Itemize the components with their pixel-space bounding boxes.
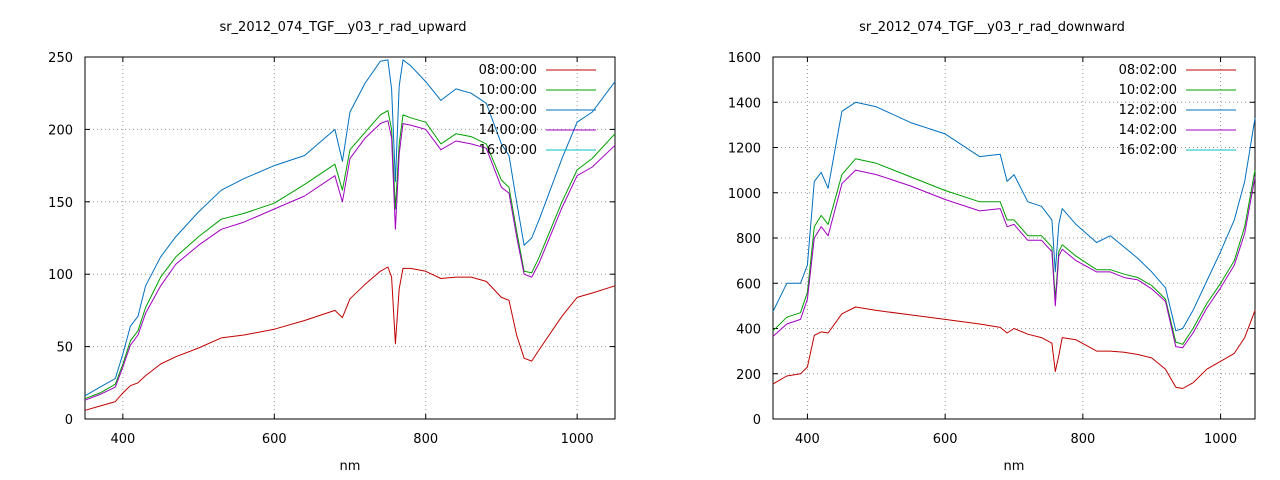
x-tick-label: 600: [933, 432, 958, 447]
legend-label: 14:00:00: [479, 123, 537, 138]
y-tick-label: 400: [736, 323, 761, 338]
legend-label: 10:02:00: [1119, 83, 1177, 98]
y-tick-label: 250: [48, 51, 73, 66]
y-tick-label: 600: [736, 277, 761, 292]
y-tick-label: 800: [736, 232, 761, 247]
x-axis-label: nm: [1004, 459, 1025, 474]
legend-label: 12:00:00: [479, 103, 537, 118]
y-tick-label: 200: [48, 123, 73, 138]
y-tick-label: 50: [56, 341, 73, 356]
y-tick-label: 1200: [728, 142, 761, 157]
legend-label: 10:00:00: [479, 83, 537, 98]
x-tick-label: 400: [110, 432, 135, 447]
chart-title: sr_2012_074_TGF__y03_r_rad_upward: [219, 20, 466, 35]
y-tick-label: 0: [65, 413, 73, 428]
chart-1: sr_2012_074_TGF__y03_r_rad_upward 400 600 8…: [48, 20, 616, 474]
series-line-3: [84, 59, 616, 397]
series-line-1: [772, 306, 1256, 389]
series-line-3: [772, 101, 1256, 332]
series-line-4: [84, 120, 616, 401]
legend-label: 14:02:00: [1119, 123, 1177, 138]
x-tick-label: 1000: [1204, 432, 1237, 447]
y-tick-label: 1600: [728, 51, 761, 66]
x-tick-label: 400: [795, 432, 820, 447]
y-tick-label: 1400: [728, 96, 761, 111]
x-tick-label: 800: [413, 432, 438, 447]
y-tick-label: 1000: [728, 187, 761, 202]
x-tick-label: 600: [262, 432, 287, 447]
chart-title: sr_2012_074_TGF__y03_r_rad_downward: [859, 20, 1125, 35]
y-tick-label: 100: [48, 268, 73, 283]
legend-label: 08:00:00: [479, 63, 537, 78]
plot-frame: [84, 56, 616, 420]
series-line-2: [772, 158, 1256, 345]
series-line-2: [84, 110, 616, 400]
series-line-4: [772, 169, 1256, 349]
x-tick-label: 800: [1070, 432, 1095, 447]
legend-label: 12:02:00: [1119, 103, 1177, 118]
y-tick-label: 200: [736, 368, 761, 383]
legend-label: 16:02:00: [1119, 143, 1177, 158]
y-tick-label: 0: [753, 413, 761, 428]
legend-label: 16:00:00: [479, 143, 537, 158]
x-tick-label: 1000: [561, 432, 594, 447]
series-line-1: [84, 266, 616, 411]
chart-2: sr_2012_074_TGF__y03_r_rad_downward 400 60…: [728, 20, 1256, 474]
x-axis-label: nm: [340, 459, 361, 474]
y-tick-label: 150: [48, 196, 73, 211]
legend-label: 08:02:00: [1119, 63, 1177, 78]
